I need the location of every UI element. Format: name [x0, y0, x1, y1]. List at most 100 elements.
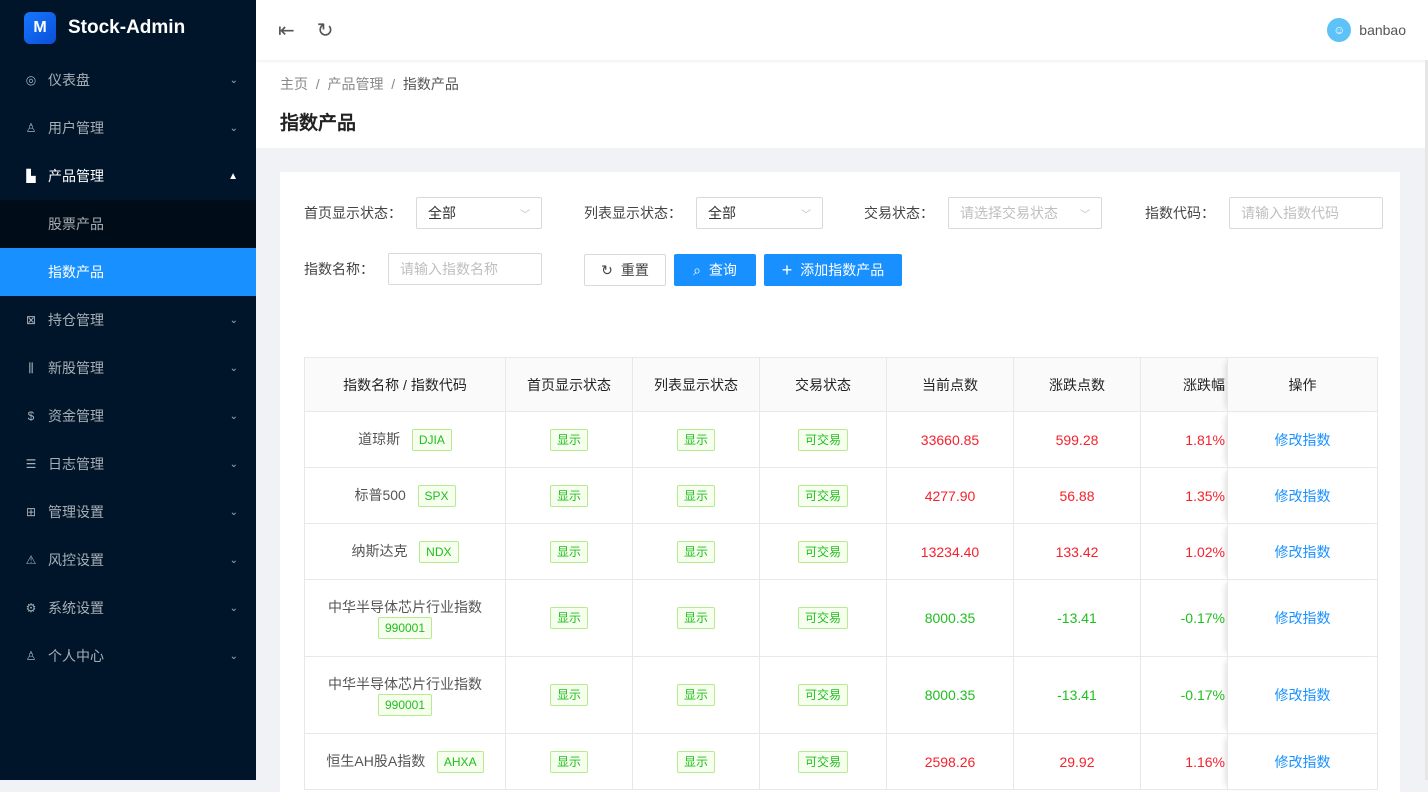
- status-badge: 显示: [676, 750, 715, 773]
- chevron-down-icon: ⌄: [229, 74, 238, 86]
- chevron-down-icon: ⌄: [229, 506, 238, 518]
- list-status-select[interactable]: 全部 ﹀: [696, 197, 823, 229]
- sidebar-item-9[interactable]: ⚙ 系统设置 ⌄: [0, 584, 256, 632]
- status-badge: 可交易: [797, 428, 848, 451]
- user-menu[interactable]: ☺ banbao: [1327, 18, 1406, 42]
- index-code-tag: DJIA: [411, 428, 452, 451]
- status-badge: 显示: [676, 484, 715, 507]
- user-icon: ♙: [25, 121, 37, 135]
- menu-fold-icon[interactable]: ⇤: [278, 19, 295, 42]
- name-placeholder: 请输入指数名称: [400, 261, 498, 277]
- sidebar-item-1[interactable]: ♙ 用户管理 ⌄: [0, 104, 256, 152]
- pct-cell: 1.81%: [1140, 411, 1228, 468]
- page-title: 指数产品: [280, 113, 357, 134]
- index-code-tag: NDX: [419, 540, 459, 563]
- position-icon: ⊠: [25, 313, 37, 327]
- edit-index-link[interactable]: 修改指数: [1274, 543, 1331, 560]
- name-cell: 道琼斯 DJIA: [304, 411, 506, 468]
- table-row: 道琼斯 DJIA 显示 显示 可交易 33660.85 599.28 1.81%…: [304, 411, 1378, 468]
- change-cell: -13.41: [1013, 656, 1141, 734]
- status-badge: 可交易: [797, 484, 848, 507]
- price-cell: 8000.35: [886, 579, 1014, 657]
- status-badge: 可交易: [797, 607, 848, 629]
- trade-status-cell: 可交易: [759, 656, 887, 734]
- status-badge: 可交易: [797, 540, 848, 563]
- table-row: 中华半导体芯片行业指数 990001 显示 显示 可交易 8000.35 -13.…: [304, 579, 1378, 657]
- column-header: 首页显示状态: [505, 357, 633, 412]
- trade-status-select[interactable]: 请选择交易状态 ﹀: [948, 197, 1102, 229]
- sidebar-subitem-0[interactable]: 股票产品: [0, 200, 256, 248]
- index-name: 标普500: [354, 486, 406, 503]
- code-input[interactable]: 请输入指数代码: [1229, 197, 1383, 229]
- sidebar-item-8[interactable]: ⚠ 风控设置 ⌄: [0, 536, 256, 584]
- sidebar-item-6[interactable]: ☰ 日志管理 ⌄: [0, 440, 256, 488]
- breadcrumb-product[interactable]: 产品管理: [327, 76, 384, 92]
- status-badge: 显示: [676, 428, 715, 451]
- sidebar-item-label: 指数产品: [48, 264, 104, 280]
- edit-index-link[interactable]: 修改指数: [1274, 610, 1331, 626]
- add-index-button[interactable]: + 添加指数产品: [764, 254, 902, 286]
- edit-index-link[interactable]: 修改指数: [1274, 431, 1331, 448]
- reset-button[interactable]: ↻ 重置: [584, 254, 666, 286]
- list-status-label: 列表显示状态：: [584, 205, 682, 221]
- change-cell: -13.41: [1013, 579, 1141, 657]
- sidebar-item-3[interactable]: ⊠ 持仓管理 ⌄: [0, 296, 256, 344]
- scrollbar[interactable]: [1425, 60, 1428, 780]
- sidebar-item-label: 持仓管理: [48, 312, 104, 328]
- sidebar-item-4[interactable]: ⫼ 新股管理 ⌄: [0, 344, 256, 392]
- action-cell: 修改指数: [1227, 579, 1378, 657]
- edit-index-link[interactable]: 修改指数: [1274, 687, 1331, 703]
- chevron-down-icon: ﹀: [801, 209, 811, 221]
- edit-index-link[interactable]: 修改指数: [1274, 487, 1331, 504]
- home-status-cell: 显示: [505, 467, 633, 524]
- home-status-select[interactable]: 全部 ﹀: [416, 197, 542, 229]
- home-status-value: 全部: [428, 205, 456, 221]
- chevron-up-icon: ▲: [228, 170, 238, 182]
- name-input[interactable]: 请输入指数名称: [388, 253, 542, 285]
- reset-label: 重置: [620, 262, 649, 278]
- list-status-cell: 显示: [632, 733, 760, 790]
- edit-index-link[interactable]: 修改指数: [1274, 753, 1331, 770]
- status-badge: 可交易: [797, 684, 848, 706]
- column-header: 涨跌点数: [1013, 357, 1141, 412]
- sidebar-item-label: 个人中心: [48, 648, 104, 664]
- submenu: 股票产品指数产品: [0, 200, 256, 296]
- search-icon: ⌕: [693, 261, 701, 278]
- table-row: 纳斯达克 NDX 显示 显示 可交易 13234.40 133.42 1.02%…: [304, 523, 1378, 580]
- refresh-icon[interactable]: ↻: [316, 19, 334, 42]
- change-cell: 29.92: [1013, 733, 1141, 790]
- breadcrumb-current: 指数产品: [402, 76, 459, 92]
- pct-cell: 1.35%: [1140, 467, 1228, 524]
- search-button[interactable]: ⌕ 查询: [674, 254, 756, 286]
- top-header: ⇤ ↻ ☺ banbao: [256, 0, 1428, 60]
- pct-cell: -0.17%: [1140, 656, 1228, 734]
- dashboard-icon: ◎: [25, 73, 37, 87]
- change-cell: 133.42: [1013, 523, 1141, 580]
- sidebar-item-label: 日志管理: [48, 456, 104, 472]
- chevron-down-icon: ⌄: [229, 650, 238, 662]
- sidebar-item-10[interactable]: ♙ 个人中心 ⌄: [0, 632, 256, 680]
- trade-status-placeholder: 请选择交易状态: [960, 205, 1058, 221]
- sidebar-item-5[interactable]: $ 资金管理 ⌄: [0, 392, 256, 440]
- sidebar-subitem-1[interactable]: 指数产品: [0, 248, 256, 296]
- status-badge: 显示: [549, 428, 588, 451]
- logo[interactable]: M Stock-Admin: [0, 0, 256, 56]
- warning-icon: ⚠: [25, 553, 37, 567]
- sidebar-item-2[interactable]: ▙ 产品管理 ▲: [0, 152, 256, 200]
- name-label: 指数名称：: [304, 261, 374, 277]
- home-status-cell: 显示: [505, 579, 633, 657]
- chevron-down-icon: ⌄: [229, 602, 238, 614]
- sidebar-item-label: 新股管理: [48, 360, 104, 376]
- breadcrumb-home[interactable]: 主页: [280, 76, 308, 92]
- sidebar-item-label: 产品管理: [48, 168, 104, 184]
- action-cell: 修改指数: [1227, 523, 1378, 580]
- log-icon: ☰: [25, 457, 37, 471]
- price-cell: 2598.26: [886, 733, 1014, 790]
- name-cell: 中华半导体芯片行业指数 990001: [304, 656, 506, 734]
- sidebar-item-0[interactable]: ◎ 仪表盘 ⌄: [0, 56, 256, 104]
- chevron-down-icon: ⌄: [229, 122, 238, 134]
- change-cell: 56.88: [1013, 467, 1141, 524]
- sidebar-item-7[interactable]: ⊞ 管理设置 ⌄: [0, 488, 256, 536]
- home-status-cell: 显示: [505, 411, 633, 468]
- reload-icon: ↻: [601, 261, 613, 278]
